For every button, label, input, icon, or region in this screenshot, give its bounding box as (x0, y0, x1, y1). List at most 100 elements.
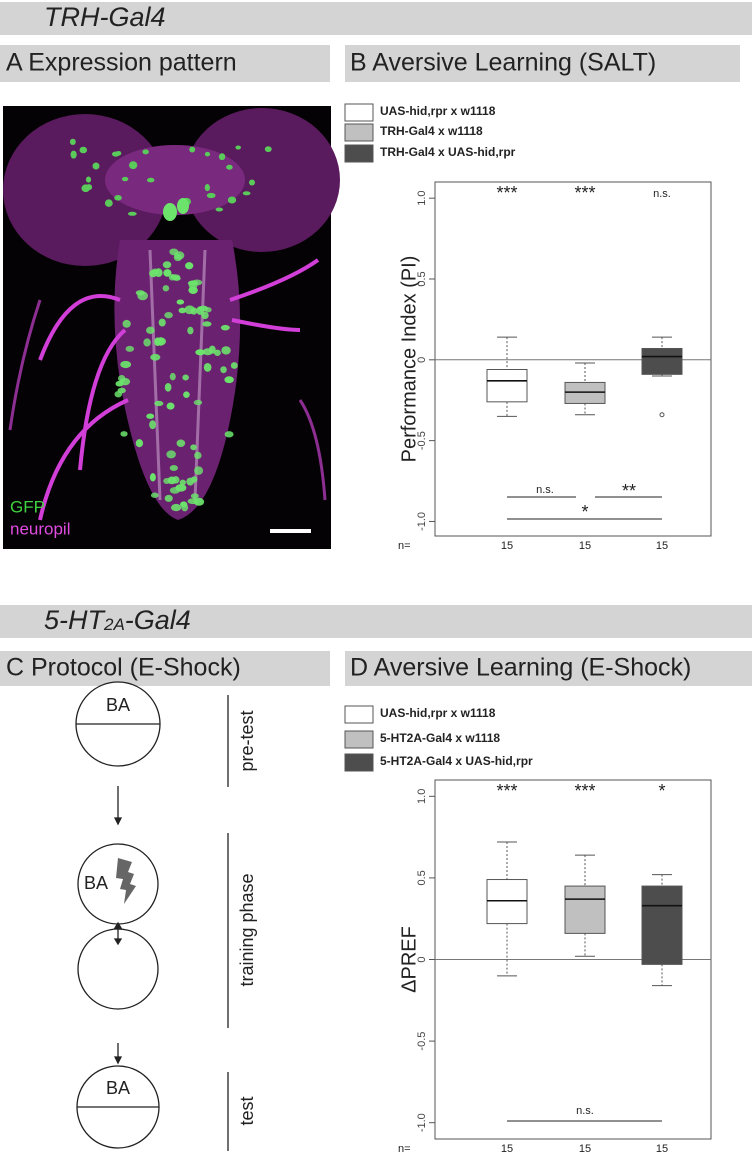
panel-bar (345, 651, 752, 686)
gfp-cell (154, 268, 163, 277)
gfp-cell (184, 305, 195, 315)
gfp-cell (115, 380, 124, 387)
gfp-cell (70, 150, 77, 159)
gfp-cell (187, 498, 199, 505)
plot-frame (434, 181, 712, 537)
y-tick-label: 1.0 (416, 789, 428, 804)
gfp-cell (220, 324, 230, 331)
gfp-cell (85, 176, 92, 183)
title-subscript: 2A (103, 615, 125, 634)
n-label: 15 (656, 1143, 668, 1155)
gfp-cell (128, 161, 138, 170)
gfp-cell (193, 399, 203, 406)
box (564, 885, 606, 934)
box (641, 347, 683, 375)
image-label: GFP (10, 497, 45, 516)
gfp-cell (190, 493, 199, 499)
gfp-cell (264, 146, 272, 153)
gfp-cell (213, 349, 221, 356)
outlier (659, 412, 665, 418)
gfp-cell (163, 203, 177, 221)
odor-label: BA (106, 1078, 130, 1098)
y-tick-label: 0 (416, 956, 428, 962)
gfp-cell (215, 207, 224, 212)
gfp-cell (79, 146, 88, 154)
gfp-cell (183, 391, 190, 398)
section-title: TRH-Gal4 (44, 2, 166, 32)
title-part: 5-HT (44, 605, 107, 635)
panel-title: C Protocol (E-Shock) (6, 654, 241, 682)
gfp-cell (104, 199, 113, 207)
gfp-cell (81, 184, 90, 193)
legend-label: TRH-Gal4 x UAS-hid,rpr (380, 145, 516, 159)
y-tick-label: 0 (416, 357, 428, 363)
significance-label: *** (496, 781, 517, 801)
gfp-cell (149, 473, 156, 482)
gfp-cell (220, 366, 227, 374)
gfp-cell (204, 151, 211, 157)
gfp-cell (155, 337, 166, 346)
gfp-cell (227, 196, 237, 204)
gfp-cell (204, 184, 210, 192)
gfp-cell (135, 439, 144, 448)
gfp-cell (185, 262, 194, 270)
legend-swatch (344, 753, 374, 772)
gfp-cell (164, 494, 173, 502)
gfp-cell (235, 145, 241, 150)
gfp-cells (69, 138, 272, 512)
panel-title: D Aversive Learning (E-Shock) (350, 654, 691, 682)
shock-icon (116, 858, 136, 904)
n-label: 15 (501, 1143, 513, 1155)
panel-bar (0, 45, 330, 82)
n-label: 15 (656, 540, 668, 552)
comparison-label: n.s. (536, 484, 554, 496)
arrow-head (113, 817, 123, 826)
section-title: 5-HT2A-Gal4 (44, 605, 191, 635)
box (564, 381, 606, 404)
gfp-cell (166, 402, 175, 410)
comparison-label: ** (622, 481, 636, 501)
y-axis-label: ΔPREF (398, 926, 420, 993)
legend-label: UAS-hid,rpr x w1118 (380, 706, 496, 720)
panel-bar (0, 651, 330, 686)
gfp-cell (226, 164, 233, 170)
gfp-cell (248, 179, 255, 186)
gfp-cell (230, 362, 238, 369)
section-bar (0, 605, 752, 638)
gfp-cell (176, 299, 185, 305)
gfp-cell (169, 464, 178, 472)
gfp-cell (195, 349, 205, 356)
n-label: 15 (579, 1143, 591, 1155)
gfp-cell (69, 138, 76, 145)
gfp-cell (164, 383, 172, 392)
gfp-cell (179, 479, 187, 486)
gfp-cell (150, 492, 159, 498)
gfp-cell (122, 319, 131, 328)
comparison-label: * (581, 502, 588, 522)
gfp-cell (127, 211, 137, 216)
arrow-head (113, 1056, 123, 1065)
gfp-cell (189, 146, 196, 153)
protocol-diagram (75, 681, 229, 1151)
gfp-cell (202, 321, 212, 327)
gfp-cell (169, 487, 181, 494)
gfp-cell (135, 290, 145, 296)
legend-swatch (344, 123, 374, 142)
y-tick-label: 0.5 (416, 271, 428, 286)
y-tick-label: -0.5 (416, 431, 428, 450)
y-tick-label: -0.5 (416, 1032, 428, 1051)
gfp-cell (176, 439, 186, 447)
gfp-cell (208, 345, 216, 354)
gfp-cell (125, 345, 135, 352)
gfp-cell (182, 374, 189, 381)
significance-label: * (658, 781, 665, 801)
gfp-cell (163, 477, 171, 484)
gfp-cell (114, 195, 122, 201)
gfp-cell (117, 374, 126, 382)
phase-label: pre-test (237, 710, 257, 771)
gfp-cell (194, 466, 204, 475)
n-title: n= (398, 1143, 411, 1155)
odor-label: BA (106, 695, 130, 715)
